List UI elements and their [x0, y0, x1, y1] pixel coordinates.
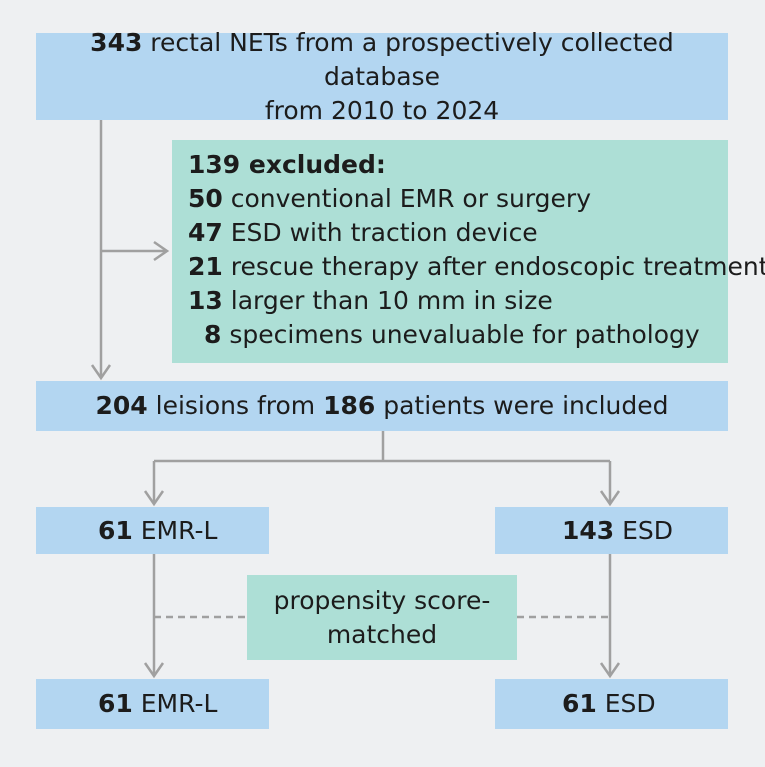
excluded-item: 8 specimens unevaluable for pathology — [204, 320, 700, 349]
database-count: 343 — [90, 27, 143, 57]
database-box: 343 rectal NETs from a prospectively col… — [36, 28, 728, 125]
esd-matched-box: 61 ESD — [495, 679, 728, 729]
emr-down-arrowhead — [143, 662, 165, 679]
included-text: 204 leisions from 186 patients were incl… — [95, 391, 669, 420]
emr-l-matched-box: 61 EMR-L — [36, 679, 269, 729]
included-box: 204 leisions from 186 patients were incl… — [36, 381, 728, 431]
excluded-item: 13 larger than 10 mm in size — [188, 286, 553, 315]
main-down-arrowhead — [90, 364, 112, 381]
emr-l-box: 61 EMR-L — [36, 507, 269, 554]
propensity-score-box: propensity score- matched — [247, 575, 517, 660]
database-box-line-2: from 2010 to 2024 — [264, 95, 500, 125]
database-box-line-1: 343 rectal NETs from a prospectively col… — [90, 27, 674, 91]
excluded-item: 21 rescue therapy after endoscopic treat… — [188, 252, 765, 281]
excluded-item: 50 conventional EMR or surgery — [188, 184, 591, 213]
split-left-arrowhead — [143, 490, 165, 507]
excluded-box: 139 excluded: 50 conventional EMR or sur… — [172, 140, 765, 363]
esd-box: 143 ESD — [495, 507, 728, 554]
excluded-item: 47 ESD with traction device — [188, 218, 538, 247]
split-right-arrowhead — [599, 490, 621, 507]
excluded-header: 139 excluded: — [188, 150, 386, 179]
excluded-branch-arrowhead — [153, 240, 170, 262]
esd-down-arrowhead — [599, 662, 621, 679]
